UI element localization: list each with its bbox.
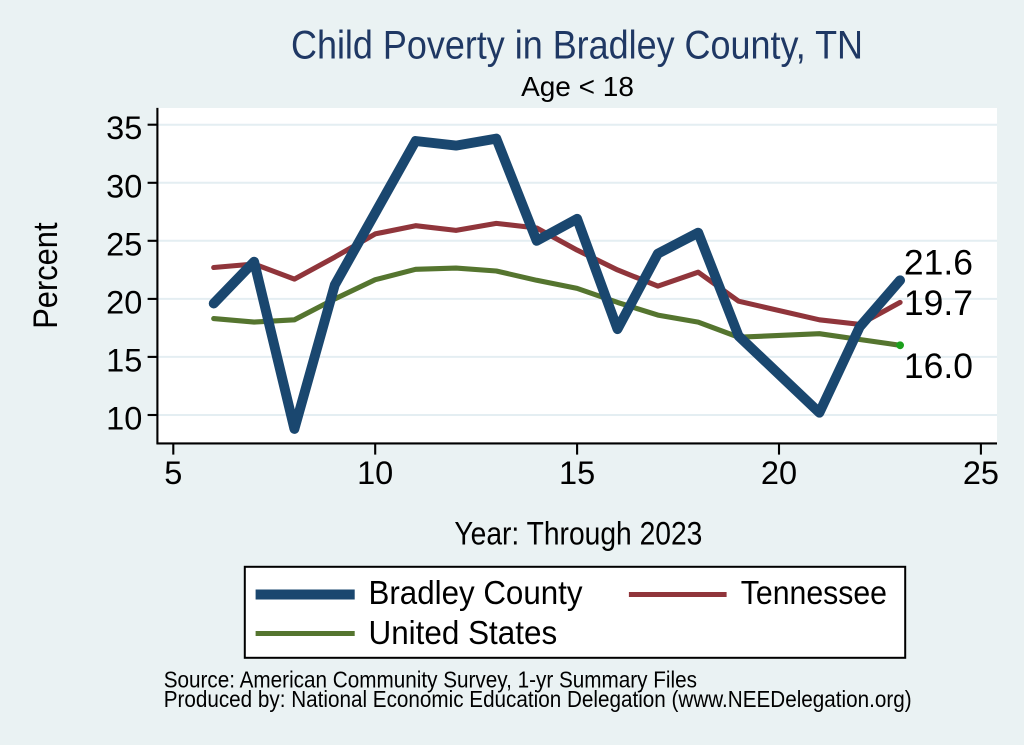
svg-text:21.6: 21.6 (904, 243, 973, 283)
svg-text:15: 15 (106, 342, 142, 378)
svg-text:10: 10 (106, 401, 142, 437)
svg-text:19.7: 19.7 (904, 283, 973, 323)
svg-text:25: 25 (963, 455, 999, 491)
svg-text:Tennessee: Tennessee (741, 575, 887, 612)
svg-text:5: 5 (164, 455, 182, 491)
svg-text:35: 35 (106, 110, 142, 146)
svg-text:Age < 18: Age < 18 (521, 71, 634, 102)
svg-text:15: 15 (559, 455, 595, 491)
svg-text:Produced by: National Economic: Produced by: National Economic Education… (164, 686, 912, 712)
svg-text:30: 30 (106, 168, 142, 204)
svg-text:Year: Through 2023: Year: Through 2023 (454, 515, 702, 551)
svg-text:Percent: Percent (27, 222, 65, 329)
svg-text:Source: American Community Sur: Source: American Community Survey, 1-yr … (164, 666, 697, 692)
svg-text:Bradley County: Bradley County (369, 575, 583, 612)
svg-text:20: 20 (761, 455, 797, 491)
svg-text:Child Poverty in Bradley Count: Child Poverty in Bradley County, TN (291, 24, 863, 68)
svg-text:25: 25 (106, 226, 142, 262)
svg-text:16.0: 16.0 (904, 346, 973, 386)
svg-text:20: 20 (106, 284, 142, 320)
svg-text:United States: United States (369, 615, 558, 652)
svg-text:10: 10 (357, 455, 393, 491)
